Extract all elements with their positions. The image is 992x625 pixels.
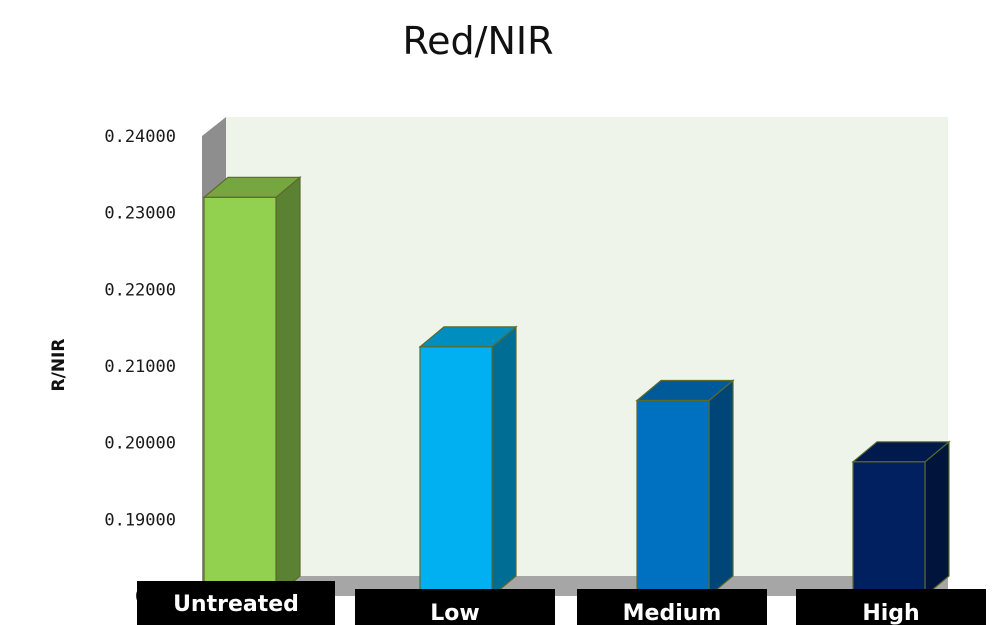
plot-area <box>202 117 948 596</box>
y-tick-label: 0.20000 <box>104 434 176 454</box>
bar-side-face <box>924 440 950 598</box>
category-label-box <box>137 581 335 625</box>
y-tick-label: 0.19000 <box>104 510 176 530</box>
y-tick-label: 0.23000 <box>104 204 176 224</box>
category-label-text: Medium <box>623 601 722 625</box>
category-labels: Untreated Low Medium High <box>137 581 986 625</box>
y-axis-label: R/NIR <box>49 339 69 392</box>
y-tick-label: 0.22000 <box>104 280 176 300</box>
category-label-box <box>796 589 986 625</box>
category-label-box <box>577 589 767 625</box>
plot-back-wall <box>226 117 948 576</box>
bar-side-face <box>491 325 517 598</box>
bar-front-face <box>203 196 277 597</box>
category-label-untreated: Untreated <box>137 581 335 625</box>
category-label-box <box>355 589 555 625</box>
category-label-high: High <box>796 589 986 625</box>
category-label-medium: Medium <box>577 589 767 625</box>
bar-front-face <box>636 399 710 597</box>
bar-high <box>851 440 951 598</box>
y-tick-label: 0.21000 <box>104 357 176 377</box>
bar-side-face <box>708 379 734 598</box>
y-axis-ticks: 0.24000 0.23000 0.22000 0.21000 0.20000 0.190… <box>104 127 176 607</box>
bar-low <box>418 325 518 598</box>
bar-side-face <box>275 176 301 598</box>
bar-front-face <box>419 346 493 597</box>
bar-medium <box>635 379 735 598</box>
category-label-text: Untreated <box>173 592 299 617</box>
bar-untreated <box>202 176 302 598</box>
bars <box>202 176 951 598</box>
category-label-low: Low <box>355 589 555 625</box>
chart-title: Red/NIR <box>402 19 553 63</box>
bar-front-face <box>852 461 926 597</box>
category-label-text: Low <box>430 601 479 625</box>
y-tick-label: 0.24000 <box>104 127 176 147</box>
category-label-text: High <box>862 601 919 625</box>
